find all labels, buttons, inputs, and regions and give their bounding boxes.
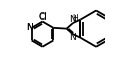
Text: N: N bbox=[26, 23, 33, 32]
Text: N: N bbox=[69, 33, 76, 42]
Text: H: H bbox=[72, 14, 78, 23]
Text: Cl: Cl bbox=[38, 12, 47, 21]
Text: N: N bbox=[26, 23, 33, 32]
Text: N: N bbox=[69, 15, 76, 24]
Text: Cl: Cl bbox=[38, 13, 47, 22]
